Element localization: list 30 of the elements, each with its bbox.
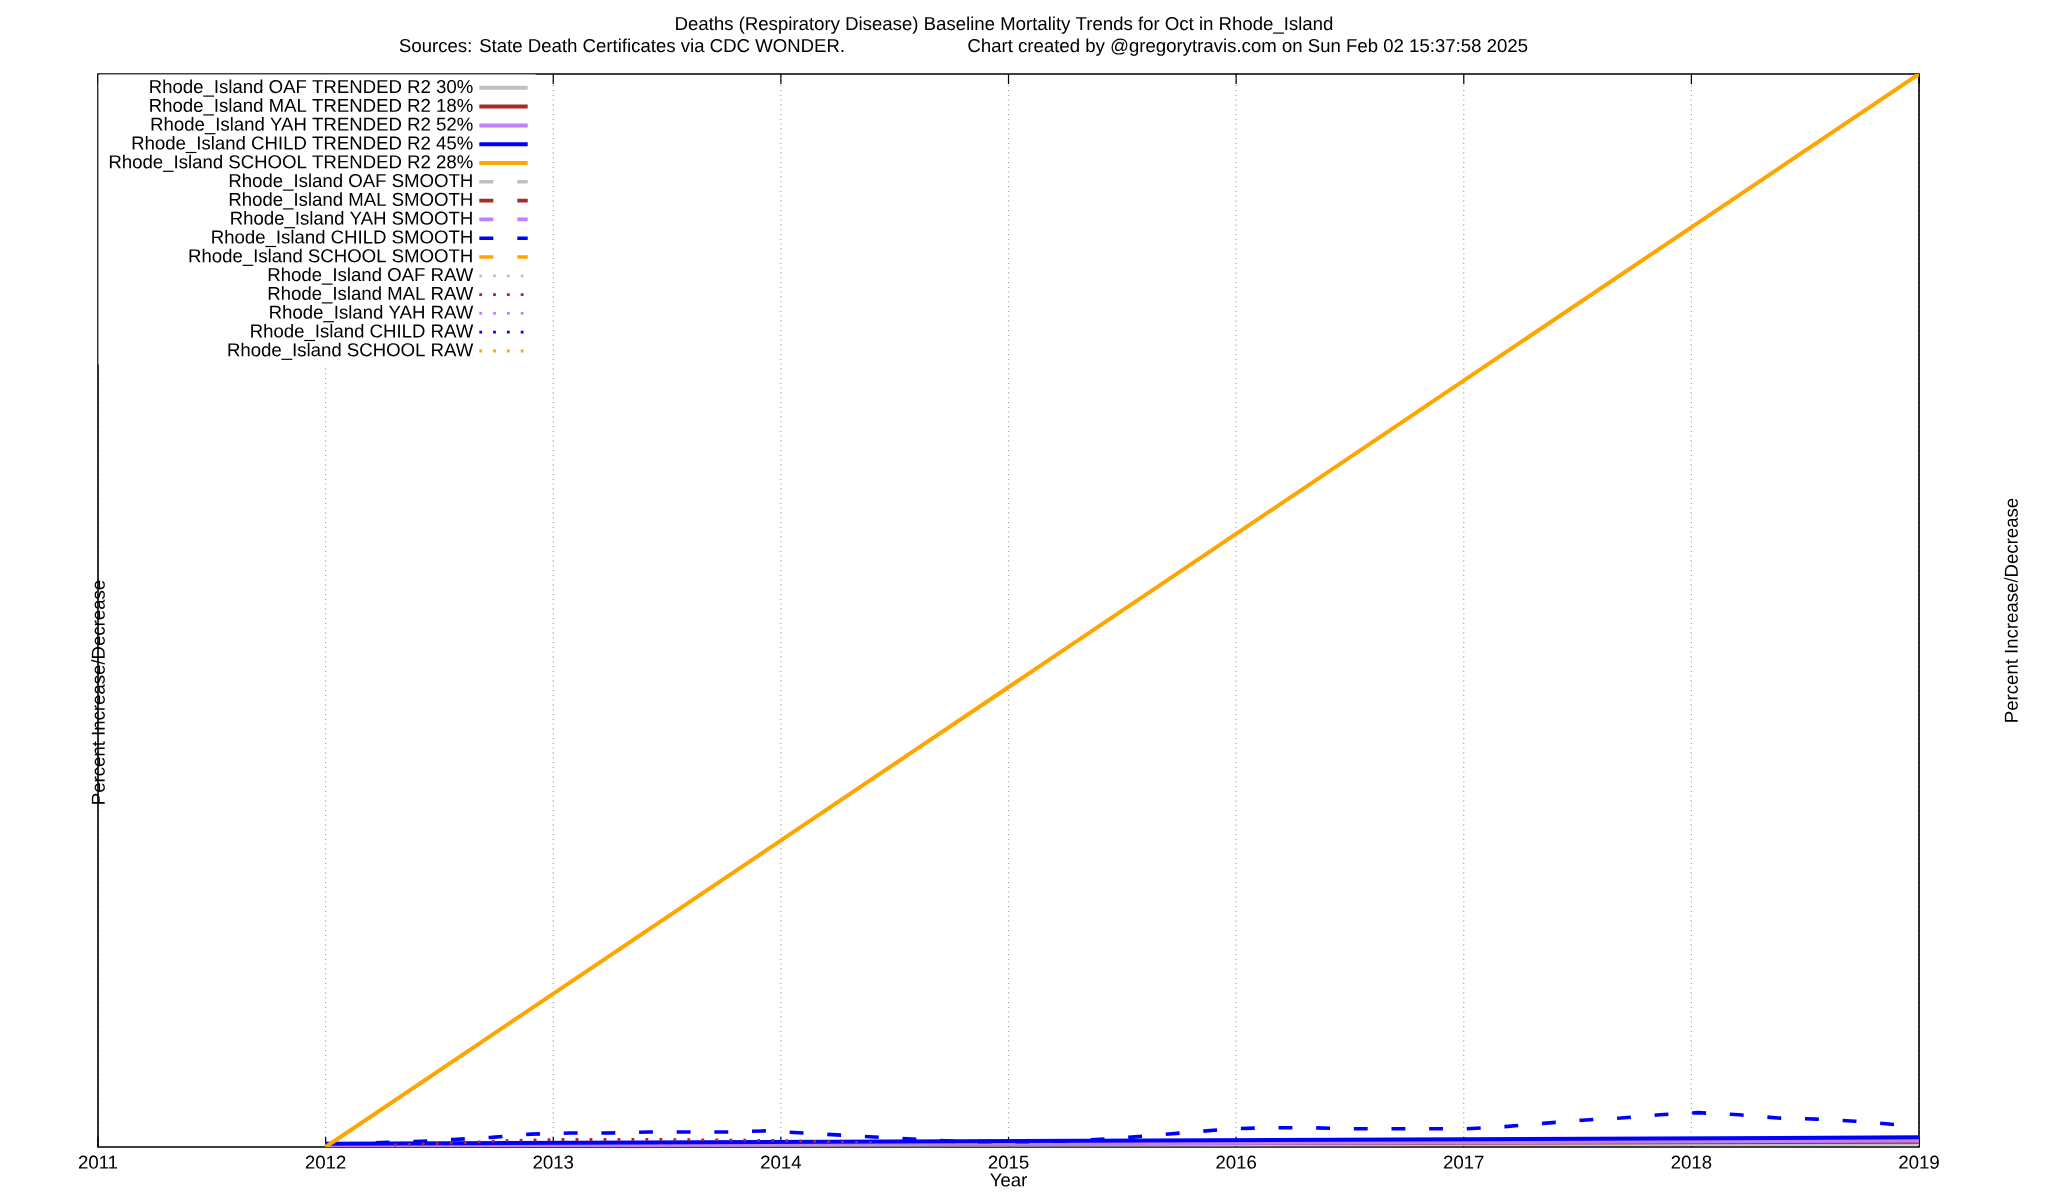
legend-label: Rhode_Island MAL RAW [268,286,474,304]
legend-label: Rhode_Island CHILD SMOOTH [212,229,472,248]
chart-subtitle: Sources: State Death Certificates via CDC WONDER. [399,38,844,53]
chart-title: Deaths (Respiratory Disease) Baseline Mortality Trends for Oct in Rhode_Island [676,16,1333,34]
legend-label: Rhode_Island SCHOOL SMOOTH [189,248,472,266]
x-tick-label: 2018 [1671,1155,1712,1169]
legend-label: Rhode_Island OAF TRENDED R2 30% [150,79,473,97]
y2-axis-title: Percent Increase/Decrease [2004,498,2018,722]
legend-label: Rhode_Island CHILD TRENDED R2 45% [132,135,473,154]
x-axis-title: Year [990,1173,1028,1187]
x-tick-label: 2011 [78,1155,118,1169]
x-tick-label: 2017 [1444,1155,1484,1169]
legend-label: Rhode_Island CHILD RAW [251,323,474,342]
legend-label: Rhode_Island OAF SMOOTH [229,173,472,191]
x-tick-label: 2019 [1899,1155,1939,1169]
legend-label: Rhode_Island YAH RAW [270,305,474,323]
x-tick-label: 2014 [761,1155,802,1169]
legend-label: Rhode_Island OAF RAW [268,267,474,285]
x-tick-label: 2013 [533,1155,574,1169]
legend-label: Rhode_Island SCHOOL RAW [228,342,474,360]
legend-label: Rhode_Island MAL TRENDED R2 18% [150,98,473,116]
x-tick-label: 2015 [988,1155,1029,1169]
legend-label: Rhode_Island YAH SMOOTH [231,211,472,229]
x-tick-label: 2012 [305,1155,346,1169]
legend-label: Rhode_Island YAH TRENDED R2 52% [151,117,473,135]
text: Chart created by @gregorytravis.com on Sun Feb 02 15:37:58 2025 [968,38,1528,56]
legend-label: Rhode_Island MAL SMOOTH [229,192,472,210]
legend-label: Rhode_Island SCHOOL TRENDED R2 28% [109,154,473,172]
y-axis-title: Percent Increase/Decrease [91,580,105,804]
x-tick-label: 2016 [1216,1155,1257,1169]
